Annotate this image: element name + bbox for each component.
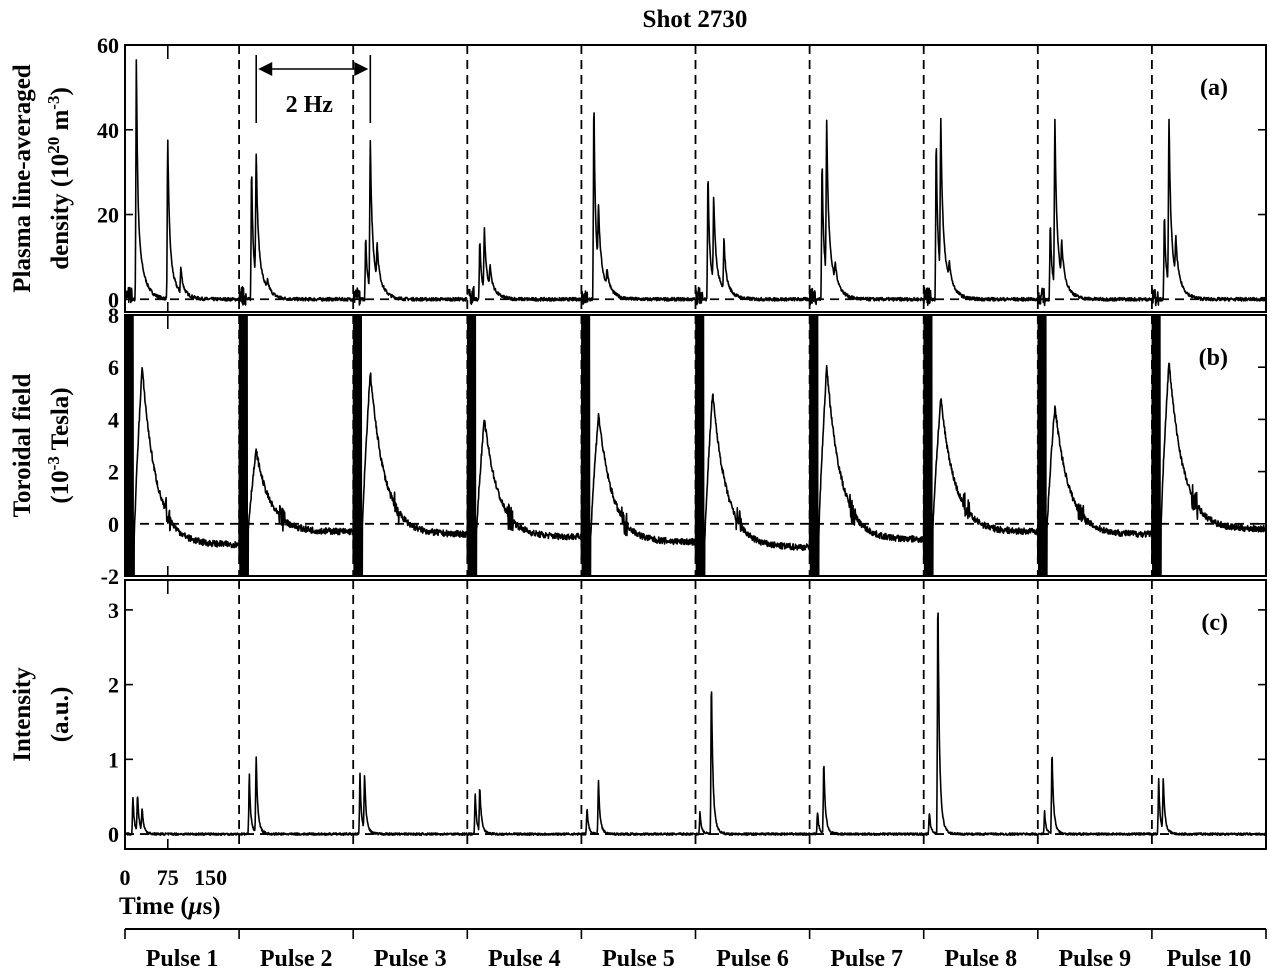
series-trace-pulse-2	[238, 153, 354, 306]
series-trace-pulse-10	[1151, 777, 1266, 836]
series-trace-pulse-3	[352, 139, 468, 306]
y-tick-label: 4	[108, 407, 119, 432]
y-axis-label-line2: (a.u.)	[47, 687, 74, 743]
y-tick-label: -2	[101, 564, 119, 589]
y-tick-label: 0	[108, 822, 119, 847]
pulse-label-4: Pulse 4	[488, 946, 561, 972]
series-trace-pulse-1	[125, 59, 240, 304]
series-trace-pulse-9	[1037, 315, 1153, 576]
y-axis-label-line2: density (1020 m-3)	[44, 87, 75, 270]
pulse-label-3: Pulse 3	[374, 946, 447, 972]
annotation-arrowhead-right	[354, 62, 369, 76]
trace-group	[125, 315, 1266, 576]
panel-a: 0 20 40 60 (a) Plasma line-averaged density (1…	[9, 33, 1267, 313]
annotation-arrowhead-left	[258, 62, 273, 76]
pulse-axis: Pulse 1 Pulse 2 Pulse 3 Pulse 4 Pulse 5 Pulse…	[124, 928, 1267, 972]
trace-group	[125, 612, 1266, 836]
series-trace-pulse-9	[1037, 118, 1153, 307]
series-trace-pulse-1	[125, 796, 240, 836]
pulse-label-5: Pulse 5	[602, 946, 675, 972]
y-tick-label: 2	[108, 673, 119, 698]
y-tick-label: 6	[108, 355, 119, 380]
series-trace-pulse-5	[580, 315, 696, 576]
panel-b: -2 0 2 4 6 8 (b) Toroidal field (10-3 Tesla)	[9, 303, 1267, 589]
y-axis-label-line1: Intensity	[9, 667, 36, 762]
series-trace-pulse-4	[466, 315, 583, 576]
series-trace-pulse-8	[922, 117, 1039, 306]
pulse-label-9: Pulse 9	[1059, 946, 1132, 972]
pulse-label-1: Pulse 1	[146, 946, 219, 972]
y-tick-label: 3	[108, 598, 119, 623]
series-trace-pulse-10	[1151, 118, 1266, 307]
series-trace-pulse-9	[1037, 756, 1153, 836]
time-axis: 0 75 150 Time (μs)	[119, 865, 227, 920]
x-tick-label: 150	[194, 865, 227, 890]
series-trace-pulse-2	[238, 315, 354, 576]
series-trace-pulse-7	[808, 119, 925, 306]
y-tick-label: 2	[108, 460, 119, 485]
series-trace-pulse-10	[1151, 315, 1266, 576]
series-trace-pulse-4	[466, 789, 583, 836]
series-trace-pulse-5	[580, 779, 697, 836]
pulse-label-8: Pulse 8	[944, 946, 1017, 972]
y-tick-label: 1	[108, 747, 119, 772]
series-trace-pulse-8	[923, 612, 1039, 836]
trace-group	[125, 59, 1266, 307]
series-trace-pulse-8	[922, 315, 1039, 576]
series-trace-pulse-6	[694, 315, 810, 576]
y-tick-label: 0	[108, 287, 119, 312]
x-axis-label: Time (μs)	[119, 893, 221, 920]
pulse-label-2: Pulse 2	[260, 946, 333, 972]
panel-c: 0 1 2 3 (c) Intensity (a.u.)	[9, 579, 1267, 850]
series-trace-pulse-2	[238, 756, 354, 836]
annotation-label: 2 Hz	[286, 92, 334, 118]
series-trace-pulse-4	[466, 227, 582, 305]
series-trace-pulse-6	[694, 691, 811, 836]
panel-label: (a)	[1200, 75, 1228, 101]
x-tick-label: 0	[120, 865, 131, 890]
chart-title: Shot 2730	[643, 6, 748, 33]
y-tick-label: 20	[97, 203, 119, 228]
y-tick-label: 8	[108, 303, 119, 328]
panel-label: (c)	[1201, 610, 1228, 636]
series-trace-pulse-1	[125, 315, 240, 576]
panel-label: (b)	[1199, 345, 1228, 371]
x-tick-label: 75	[157, 865, 179, 890]
series-trace-pulse-6	[694, 181, 811, 306]
series-trace-pulse-5	[580, 112, 696, 305]
pulse-label-10: Pulse 10	[1167, 946, 1252, 972]
pulse-label-7: Pulse 7	[830, 946, 903, 972]
y-tick-label: 60	[97, 33, 119, 58]
y-axis-label-line1: Toroidal field	[9, 374, 36, 518]
y-axis-label-line1: Plasma line-averaged	[9, 64, 36, 293]
pulse-label-6: Pulse 6	[716, 946, 789, 972]
y-axis-label-line2: (10-3 Tesla)	[44, 387, 75, 503]
y-tick-label: 0	[108, 512, 119, 537]
y-tick-label: 40	[97, 118, 119, 143]
series-trace-pulse-7	[808, 315, 925, 576]
series-trace-pulse-3	[352, 772, 468, 836]
frequency-annotation: 2 Hz	[255, 55, 372, 123]
series-trace-pulse-7	[808, 765, 925, 836]
series-trace-pulse-3	[352, 315, 468, 576]
